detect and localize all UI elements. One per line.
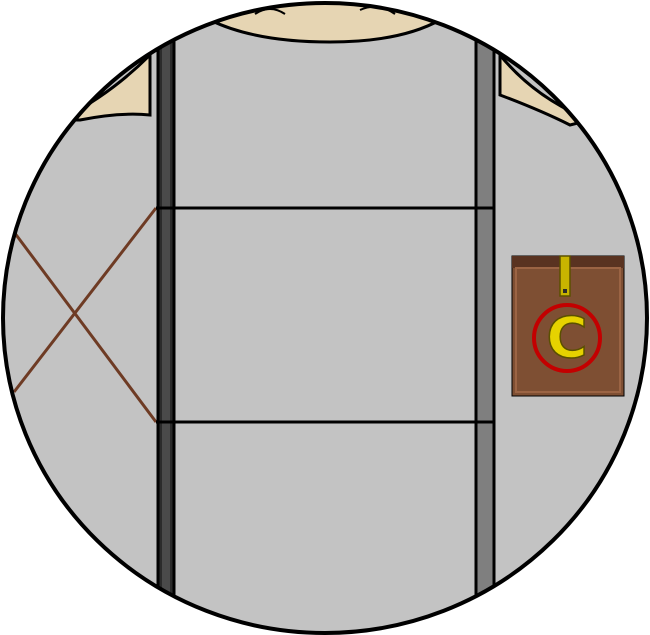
left-strap [156,36,176,633]
emblem-ring [532,303,602,373]
badge-letter: C [546,306,587,371]
crossed-cords [12,207,158,423]
pouch: C [511,255,625,397]
zipper-tab [559,255,571,297]
right-strap [474,36,496,633]
neck-skin [206,3,443,44]
